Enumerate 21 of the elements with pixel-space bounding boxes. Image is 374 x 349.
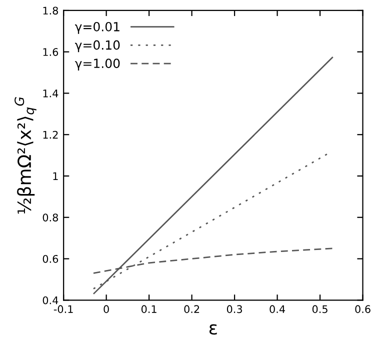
y-tick-label: 1.2 [43, 130, 58, 139]
y-tick-label: 1.4 [43, 90, 58, 98]
x-tick-label: 0.2 [184, 305, 200, 314]
x-tick-label: 0 [104, 305, 109, 314]
y-tick-label: 0.4 [42, 296, 58, 304]
x-tick-label: 0.3 [226, 305, 242, 314]
x-tick-label: -0.1 [54, 305, 73, 314]
x-tick-label: 0.4 [270, 305, 285, 314]
y-tick-label: 0.6 [42, 254, 58, 263]
legend-label: γ=0.01 [75, 22, 120, 34]
x-tick-label: 0.5 [312, 305, 328, 314]
y-tick-label: 0.8 [42, 214, 58, 222]
y-tick-label: 1.6 [43, 48, 58, 56]
y-axis-title: ½βmΩ²⟨x²⟩$_{q}$$^{G}$ [14, 97, 36, 214]
y-tick-label: 1 [53, 172, 58, 180]
legend-label: γ=0.10 [75, 40, 120, 52]
x-tick-label: 0.6 [355, 305, 370, 314]
y-tick-label: 1.8 [43, 6, 58, 15]
x-axis-title: ε [209, 324, 217, 335]
x-tick-label: 0.1 [141, 305, 156, 314]
legend-label: γ=1.00 [75, 58, 120, 71]
